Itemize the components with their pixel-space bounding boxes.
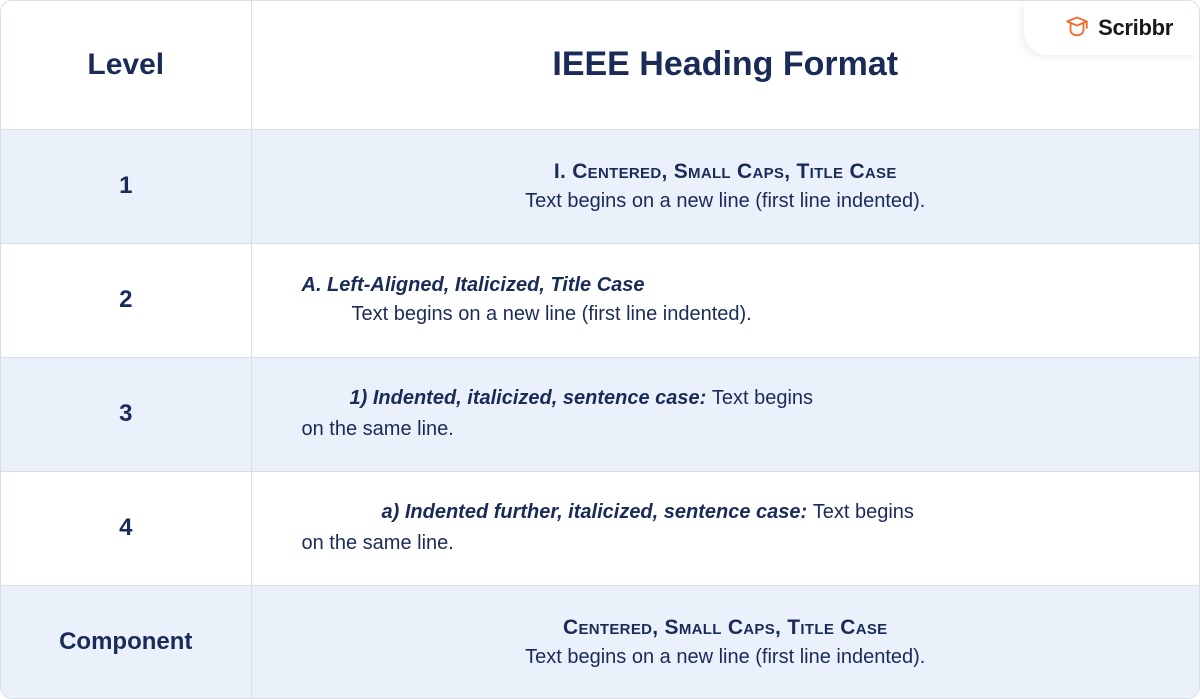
level1-heading: I. Centered, Small Caps, Title Case (292, 160, 1160, 184)
level3-body-part1: Text begins (712, 387, 813, 409)
format-cell: Centered, Small Caps, Title Case Text be… (251, 585, 1199, 699)
component-heading: Centered, Small Caps, Title Case (292, 616, 1160, 640)
scribbr-icon (1064, 15, 1090, 41)
level4-heading: a) Indented further, italicized, sentenc… (302, 501, 813, 523)
ieee-heading-format-table: Scribbr Level IEEE Heading Format 1 I. C… (0, 0, 1200, 699)
brand-name: Scribbr (1098, 15, 1173, 41)
table-row: 1 I. Centered, Small Caps, Title Case Te… (1, 129, 1199, 243)
component-body: Text begins on a new line (first line in… (292, 646, 1160, 669)
table-header-row: Level IEEE Heading Format (1, 1, 1199, 129)
level-cell: 4 (1, 471, 251, 585)
table-row: Component Centered, Small Caps, Title Ca… (1, 585, 1199, 699)
level-cell: Component (1, 585, 251, 699)
format-table: Level IEEE Heading Format 1 I. Centered,… (1, 1, 1199, 699)
level4-body-part1: Text begins (813, 501, 914, 523)
level3-content: 1) Indented, italicized, sentence case: … (292, 383, 1160, 445)
format-cell: 1) Indented, italicized, sentence case: … (251, 357, 1199, 471)
level1-body: Text begins on a new line (first line in… (292, 190, 1160, 213)
level-cell: 2 (1, 243, 251, 357)
format-cell: A. Left-Aligned, Italicized, Title Case … (251, 243, 1199, 357)
level-cell: 3 (1, 357, 251, 471)
format-cell: a) Indented further, italicized, sentenc… (251, 471, 1199, 585)
level4-content: a) Indented further, italicized, sentenc… (292, 497, 1160, 559)
format-cell: I. Centered, Small Caps, Title Case Text… (251, 129, 1199, 243)
brand-badge: Scribbr (1024, 1, 1199, 55)
level3-body-part2: on the same line. (302, 418, 454, 440)
table-row: 3 1) Indented, italicized, sentence case… (1, 357, 1199, 471)
table-row: 2 A. Left-Aligned, Italicized, Title Cas… (1, 243, 1199, 357)
level4-body-part2: on the same line. (302, 532, 454, 554)
level-cell: 1 (1, 129, 251, 243)
level2-body: Text begins on a new line (first line in… (292, 303, 1160, 326)
table-row: 4 a) Indented further, italicized, sente… (1, 471, 1199, 585)
level3-heading: 1) Indented, italicized, sentence case: (302, 387, 712, 409)
level2-heading: A. Left-Aligned, Italicized, Title Case (292, 274, 1160, 297)
header-level: Level (1, 1, 251, 129)
